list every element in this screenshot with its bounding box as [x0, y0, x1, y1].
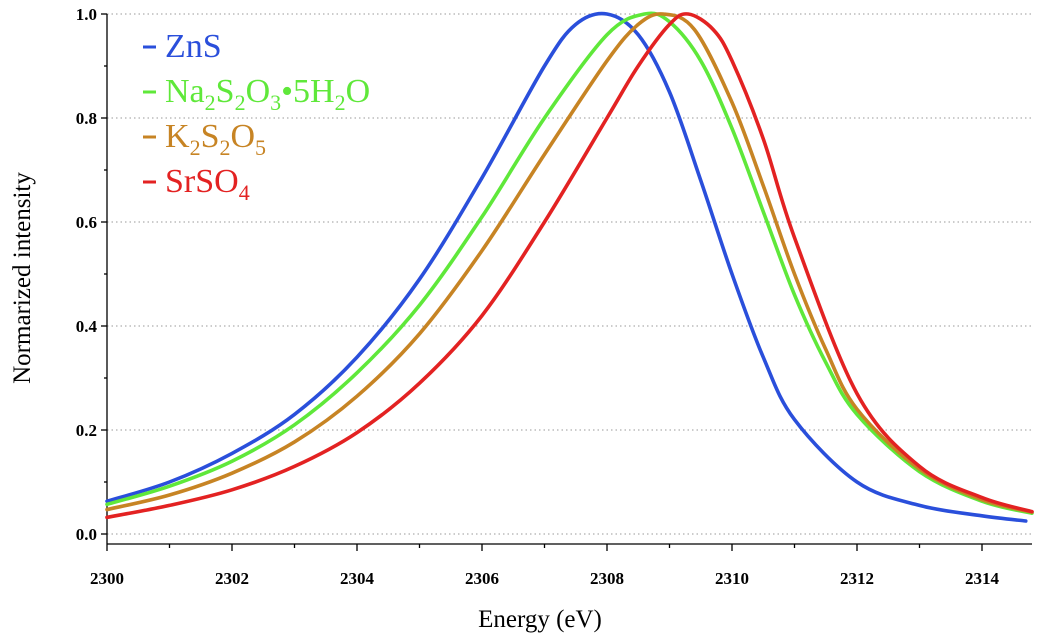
plot-area [105, 11, 1034, 523]
y-tick-label: 0.8 [76, 109, 97, 128]
y-axis-title: Normarized intensity [9, 172, 36, 384]
x-axis-title: Energy (eV) [478, 606, 602, 633]
x-tick-label: 2300 [90, 569, 124, 588]
y-tick-label: 0.0 [76, 525, 97, 544]
y-tick-label: 0.6 [76, 213, 97, 232]
x-tick-label: 2306 [465, 569, 499, 588]
y-tick-label: 0.2 [76, 421, 97, 440]
series-line-3 [105, 12, 1034, 520]
legend-label-1: Na2​S2​O3​•5H2​O [165, 73, 370, 115]
x-tick-label: 2304 [340, 569, 375, 588]
gridlines [107, 13, 1032, 535]
legend-label-3: SrSO4​ [165, 163, 250, 205]
series-line-2 [105, 12, 1034, 514]
series-line-0 [105, 11, 1028, 523]
x-tick-label: 2312 [840, 569, 874, 588]
x-tick-label: 2314 [965, 569, 1000, 588]
y-tick-label: 0.4 [76, 317, 98, 336]
x-tick-label: 2308 [590, 569, 624, 588]
x-tick-label: 2302 [215, 569, 249, 588]
y-tick-label: 1.0 [76, 5, 97, 24]
legend: ZnS Na2​S2​O3​•5H2​OK2​S2​O5​SrSO4​ [143, 28, 370, 205]
x-tick-label: 2310 [715, 569, 749, 588]
axes [106, 14, 1032, 545]
tick-marks-and-labels: 0.0 0.2 0.4 0.6 0.8 1.0 2300 2302 2304 2306 2308 23… [76, 5, 1000, 588]
legend-label-2: K2​S2​O5​ [165, 118, 266, 160]
legend-label-0: ZnS [165, 28, 222, 65]
series-line-1 [105, 11, 1034, 515]
